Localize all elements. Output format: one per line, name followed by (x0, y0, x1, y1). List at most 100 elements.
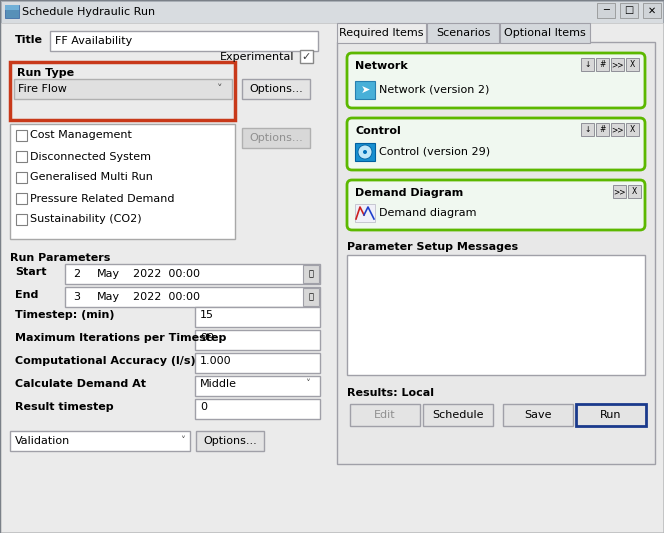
Bar (195, 399, 320, 419)
Text: Scenarios: Scenarios (436, 28, 490, 38)
Text: 📅: 📅 (309, 293, 313, 302)
Bar (423, 404, 493, 426)
Text: 2: 2 (73, 269, 80, 279)
FancyBboxPatch shape (347, 53, 645, 108)
Text: Network (version 2): Network (version 2) (379, 85, 489, 95)
Bar (503, 404, 573, 426)
Text: 0: 0 (200, 402, 207, 412)
Bar (195, 376, 320, 396)
Text: X: X (632, 187, 637, 196)
Text: ˅: ˅ (181, 436, 185, 446)
Bar (620, 3, 638, 18)
Text: Schedule Hydraulic Run: Schedule Hydraulic Run (22, 7, 155, 17)
Text: Timestep: (min): Timestep: (min) (15, 310, 114, 320)
Bar (355, 143, 375, 161)
Text: X: X (630, 60, 635, 69)
Bar (611, 123, 624, 136)
Text: Middle: Middle (200, 379, 237, 389)
Text: ➤: ➤ (361, 85, 370, 95)
Bar (347, 255, 645, 375)
Text: End: End (15, 290, 39, 300)
Bar (350, 404, 420, 426)
Text: #: # (600, 60, 606, 69)
Text: Optional Items: Optional Items (504, 28, 586, 38)
Bar (337, 42, 655, 464)
Text: Required Items: Required Items (339, 28, 424, 38)
Bar (16, 193, 27, 204)
Bar (50, 31, 318, 51)
Text: Title: Title (15, 35, 43, 45)
FancyBboxPatch shape (347, 118, 645, 170)
Bar (611, 58, 624, 71)
Bar (596, 123, 609, 136)
Text: Pressure Related Demand: Pressure Related Demand (30, 193, 175, 204)
Text: Control (version 29): Control (version 29) (379, 147, 490, 157)
Text: Network: Network (355, 61, 408, 71)
FancyBboxPatch shape (347, 180, 645, 230)
Bar (355, 81, 375, 99)
Bar (613, 185, 626, 198)
Text: Parameter Setup Messages: Parameter Setup Messages (347, 242, 518, 252)
Text: Results: Local: Results: Local (347, 388, 434, 398)
Text: Options...: Options... (249, 84, 303, 94)
Bar (5, 5, 19, 10)
Bar (10, 124, 235, 239)
Text: Fire Flow: Fire Flow (18, 84, 67, 94)
Text: Run: Run (600, 410, 622, 420)
Bar (427, 23, 499, 43)
Text: Options...: Options... (249, 133, 303, 143)
Text: 1.000: 1.000 (200, 356, 232, 366)
Text: >>: >> (612, 125, 623, 134)
Bar (581, 123, 594, 136)
Bar (626, 58, 639, 71)
Text: Schedule: Schedule (432, 410, 484, 420)
Circle shape (358, 145, 372, 159)
Bar (500, 23, 590, 43)
Text: ✕: ✕ (648, 5, 656, 15)
Text: □: □ (624, 5, 633, 15)
Text: ─: ─ (603, 5, 609, 15)
Bar (16, 151, 27, 162)
Text: Sustainability (CO2): Sustainability (CO2) (30, 214, 141, 224)
Bar (1, 1, 663, 23)
Bar (65, 264, 320, 284)
Text: Result timestep: Result timestep (15, 402, 114, 412)
Bar (355, 204, 375, 222)
Text: 15: 15 (200, 310, 214, 320)
Bar (195, 307, 320, 327)
Bar (195, 353, 320, 373)
Bar (597, 3, 615, 18)
Text: ˅: ˅ (217, 84, 223, 94)
Bar (626, 123, 639, 136)
Bar (581, 58, 594, 71)
Text: May: May (97, 292, 120, 302)
Bar (303, 288, 319, 306)
Bar (196, 431, 264, 451)
Bar (643, 3, 661, 18)
Bar (628, 185, 641, 198)
Text: Start: Start (15, 267, 46, 277)
Bar (242, 128, 310, 148)
Text: X: X (630, 125, 635, 134)
Bar (576, 404, 646, 426)
Bar (242, 79, 310, 99)
Text: Run Type: Run Type (17, 68, 74, 78)
Bar (303, 265, 319, 283)
Text: FF Availability: FF Availability (55, 36, 132, 46)
Text: 2022  00:00: 2022 00:00 (133, 269, 200, 279)
Bar (195, 330, 320, 350)
Text: Edit: Edit (374, 410, 396, 420)
Bar (337, 23, 426, 43)
Text: Demand diagram: Demand diagram (379, 208, 477, 218)
Text: 99: 99 (200, 333, 214, 343)
Text: Save: Save (525, 410, 552, 420)
Circle shape (363, 150, 367, 154)
Text: ↓: ↓ (584, 60, 591, 69)
Bar (16, 172, 27, 183)
Text: Calculate Demand At: Calculate Demand At (15, 379, 146, 389)
Text: >>: >> (612, 60, 623, 69)
Bar (10, 62, 235, 120)
Bar (14, 79, 232, 99)
Bar (300, 50, 313, 63)
Text: Validation: Validation (15, 436, 70, 446)
